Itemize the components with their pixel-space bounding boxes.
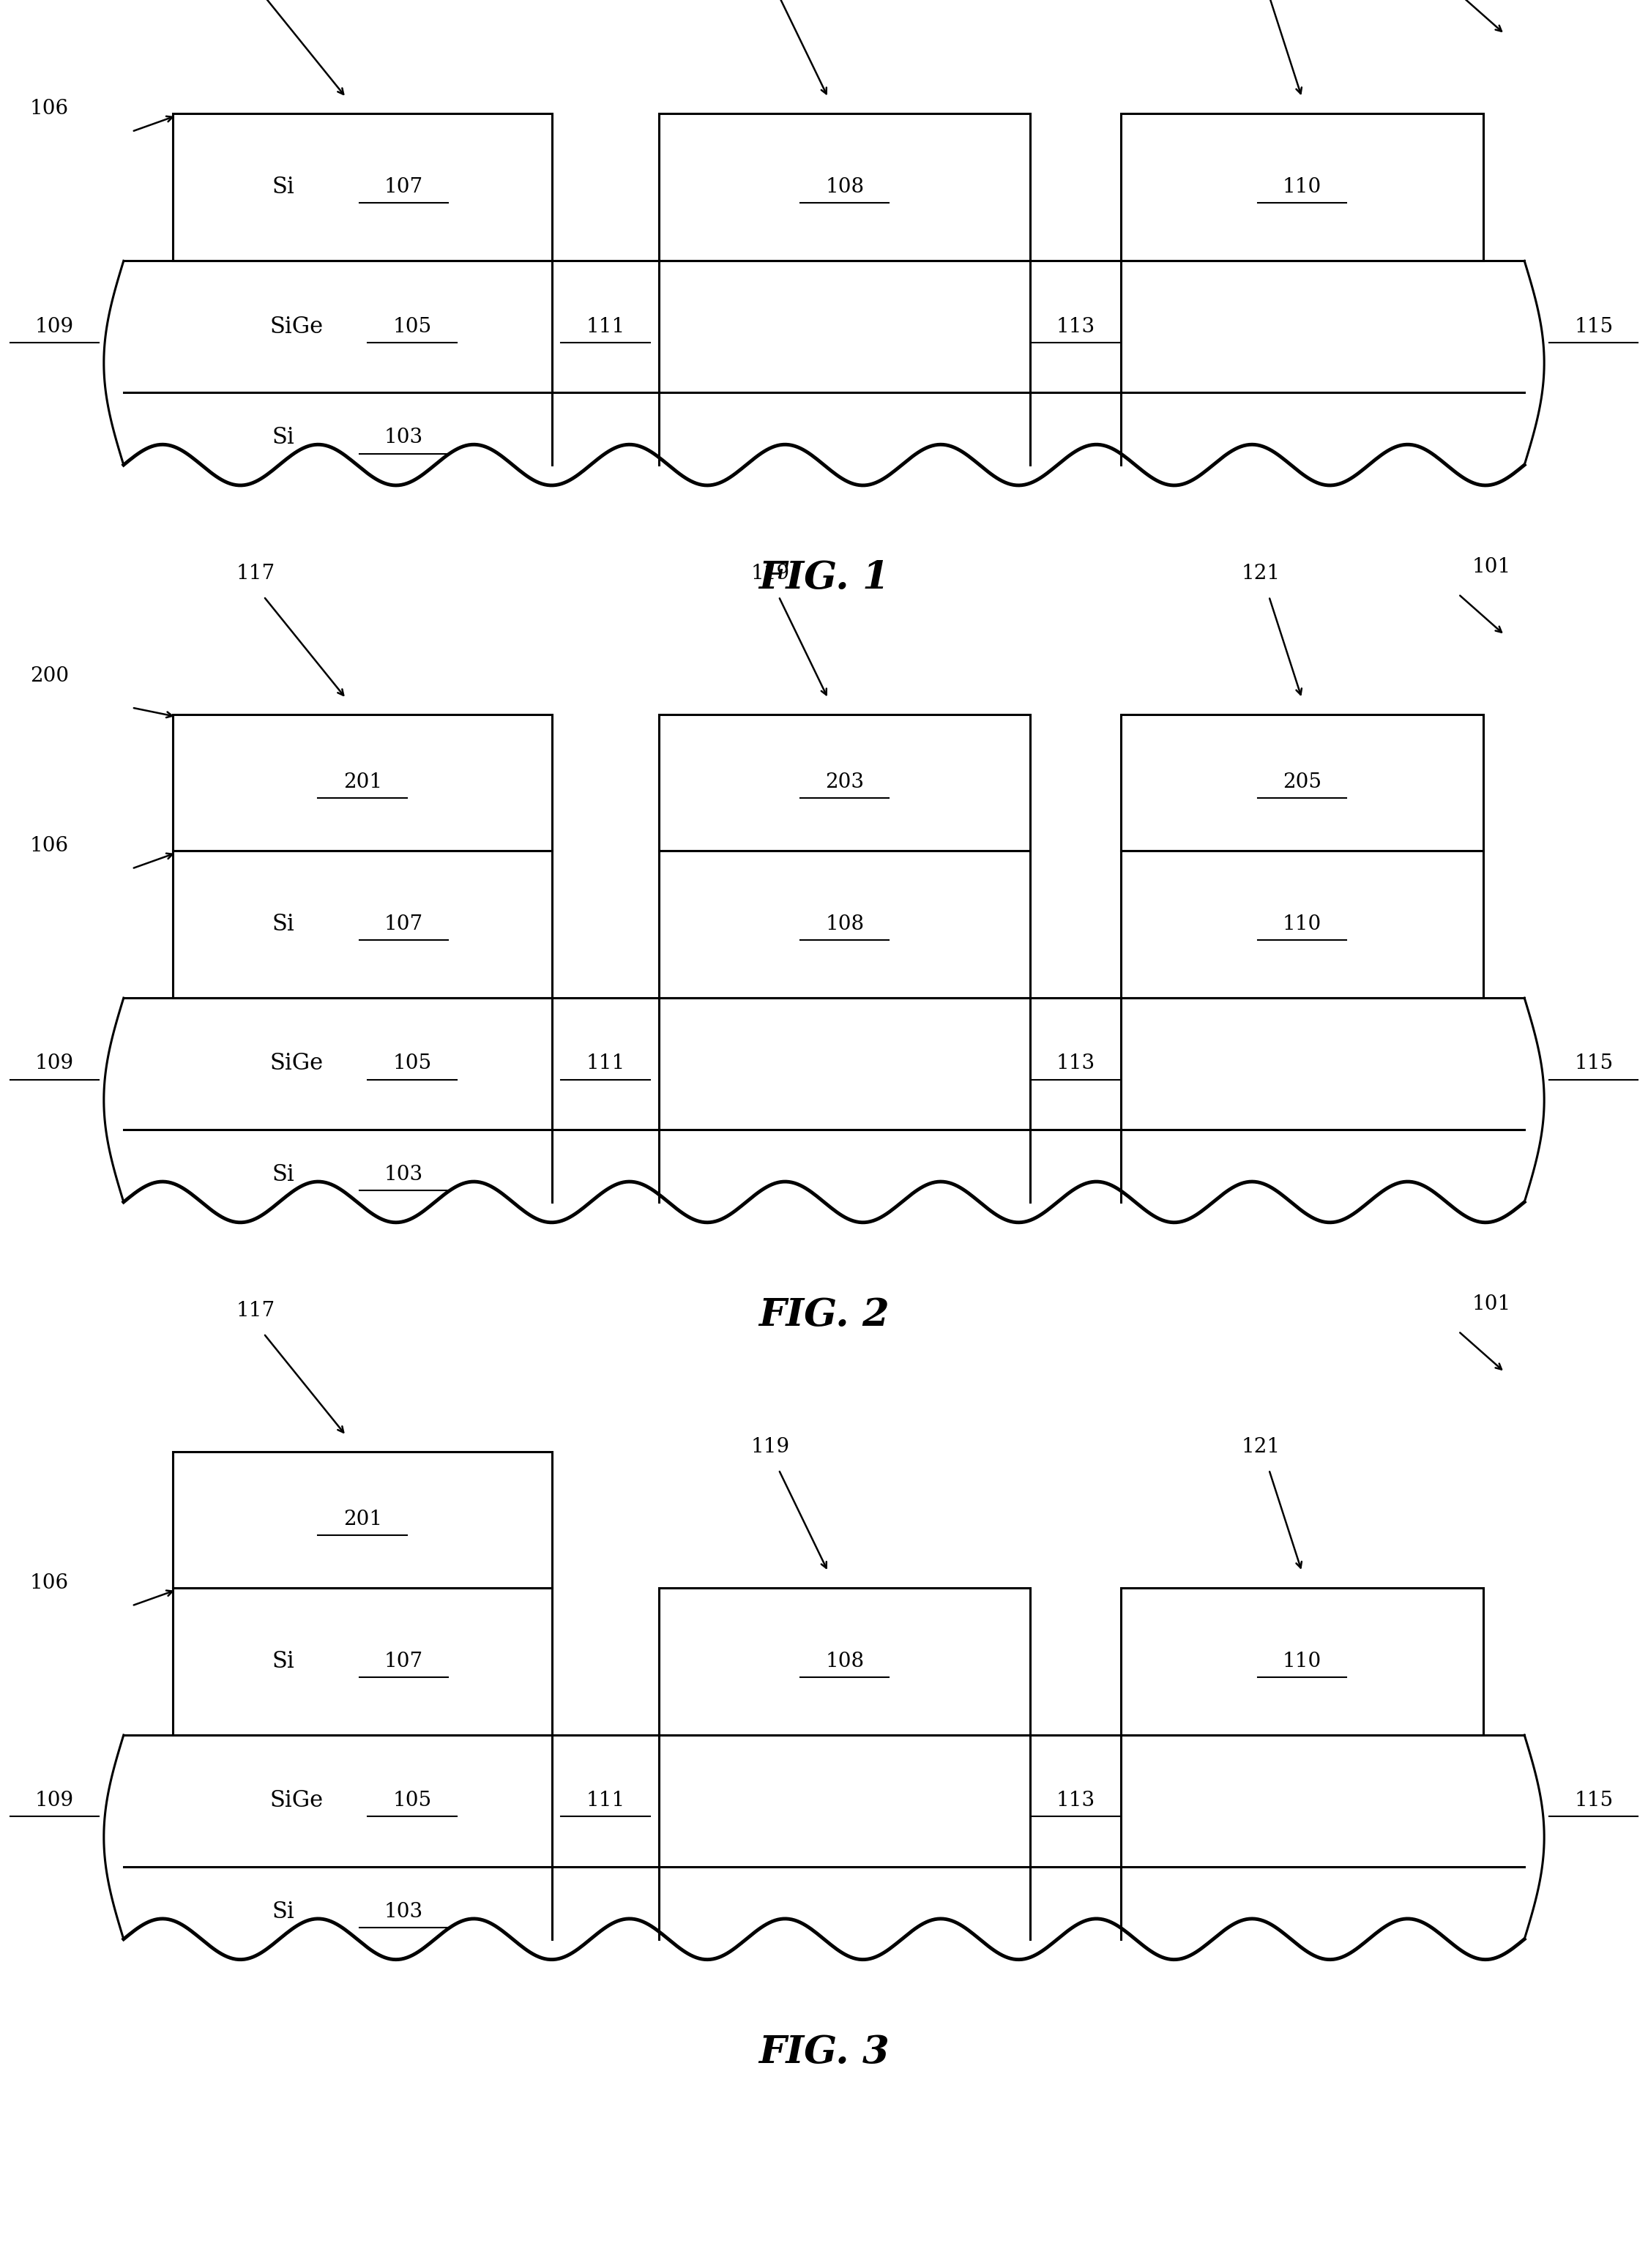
Text: 106: 106: [30, 1574, 69, 1592]
Text: Si: Si: [272, 1649, 295, 1674]
Text: 105: 105: [392, 1055, 432, 1073]
Bar: [173, 1452, 552, 1588]
Bar: [659, 850, 1030, 998]
Text: 121: 121: [1241, 1438, 1280, 1456]
Text: 119: 119: [751, 565, 789, 583]
Bar: [1121, 1588, 1483, 1735]
Bar: [173, 714, 552, 850]
Text: 107: 107: [384, 177, 424, 197]
Text: SiGe: SiGe: [270, 1789, 323, 1812]
Text: 109: 109: [35, 318, 74, 336]
Text: 115: 115: [1574, 1792, 1613, 1810]
Text: 110: 110: [1282, 177, 1322, 197]
Bar: [173, 113, 552, 261]
Text: 110: 110: [1282, 914, 1322, 934]
Text: 111: 111: [587, 318, 625, 336]
Bar: [1121, 714, 1483, 850]
Text: Si: Si: [272, 426, 295, 449]
Text: 115: 115: [1574, 1055, 1613, 1073]
Bar: [659, 113, 1030, 261]
Text: 101: 101: [1472, 1295, 1511, 1313]
Text: FIG. 2: FIG. 2: [758, 1297, 890, 1334]
Text: 109: 109: [35, 1792, 74, 1810]
Text: 113: 113: [1056, 318, 1094, 336]
Text: 108: 108: [826, 914, 864, 934]
Text: 106: 106: [30, 100, 69, 118]
Text: 200: 200: [30, 667, 69, 685]
Text: 201: 201: [343, 773, 382, 792]
Text: 111: 111: [587, 1055, 625, 1073]
Text: 107: 107: [384, 914, 424, 934]
Text: 117: 117: [236, 1302, 275, 1320]
Text: 115: 115: [1574, 318, 1613, 336]
Text: 121: 121: [1241, 565, 1280, 583]
Text: 103: 103: [384, 1903, 424, 1921]
Text: 108: 108: [826, 1651, 864, 1672]
Text: 117: 117: [236, 565, 275, 583]
Text: 105: 105: [392, 1792, 432, 1810]
Text: SiGe: SiGe: [270, 315, 323, 338]
Text: 109: 109: [35, 1055, 74, 1073]
Bar: [1121, 850, 1483, 998]
Bar: [1121, 113, 1483, 261]
Text: 201: 201: [343, 1510, 382, 1529]
Text: 119: 119: [751, 1438, 789, 1456]
Text: 111: 111: [587, 1792, 625, 1810]
Text: SiGe: SiGe: [270, 1052, 323, 1075]
Text: 106: 106: [30, 837, 69, 855]
Text: Si: Si: [272, 912, 295, 937]
Bar: [173, 1588, 552, 1735]
Text: FIG. 1: FIG. 1: [758, 560, 890, 596]
Text: Si: Si: [272, 175, 295, 200]
Text: Si: Si: [272, 1901, 295, 1923]
Text: 107: 107: [384, 1651, 424, 1672]
Text: 205: 205: [1282, 773, 1322, 792]
Text: FIG. 3: FIG. 3: [758, 2034, 890, 2071]
Text: Si: Si: [272, 1163, 295, 1186]
Text: 110: 110: [1282, 1651, 1322, 1672]
Text: 103: 103: [384, 1166, 424, 1184]
Text: 108: 108: [826, 177, 864, 197]
Text: 203: 203: [826, 773, 864, 792]
Text: 103: 103: [384, 429, 424, 447]
Text: 113: 113: [1056, 1055, 1094, 1073]
Bar: [173, 850, 552, 998]
Text: 101: 101: [1472, 558, 1511, 576]
Bar: [659, 714, 1030, 850]
Bar: [659, 1588, 1030, 1735]
Text: 113: 113: [1056, 1792, 1094, 1810]
Text: 105: 105: [392, 318, 432, 336]
